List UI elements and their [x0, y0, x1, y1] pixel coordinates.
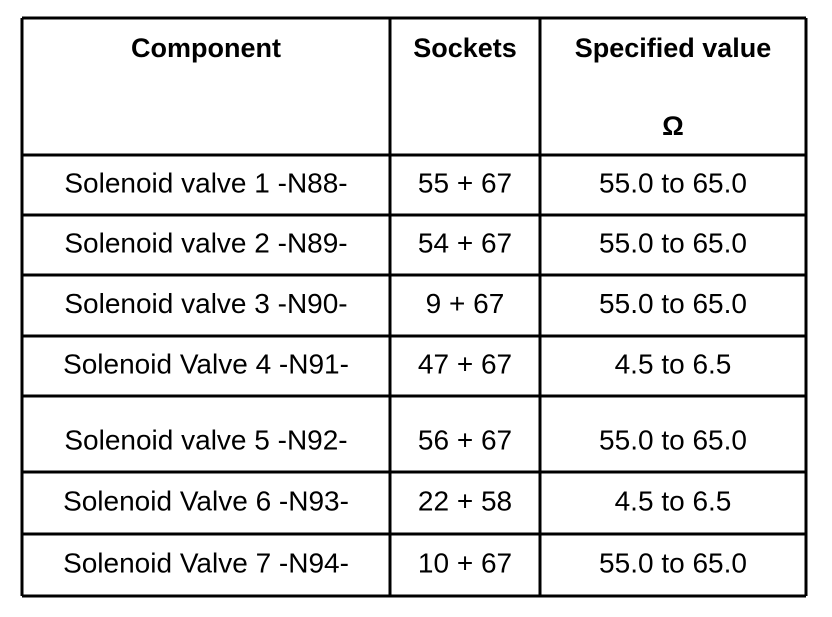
table-cell: Solenoid Valve 4 -N91-: [63, 348, 349, 379]
table-cell: Solenoid valve 1 -N88-: [64, 167, 347, 198]
table-cell: 55.0 to 65.0: [599, 288, 747, 319]
table-cell: 55.0 to 65.0: [599, 227, 747, 258]
table-cell: 55.0 to 65.0: [599, 547, 747, 578]
table-cell: 55 + 67: [418, 167, 512, 198]
table-cell: Solenoid valve 2 -N89-: [64, 227, 347, 258]
table-cell: 56 + 67: [418, 424, 512, 455]
header-cell: Sockets: [413, 33, 517, 63]
unit-label: Ω: [662, 111, 684, 141]
table-cell: Solenoid valve 5 -N92-: [64, 424, 347, 455]
table-cell: 4.5 to 6.5: [615, 348, 732, 379]
header-cell: Component: [131, 33, 281, 63]
table-cell: 4.5 to 6.5: [615, 485, 732, 516]
table-cell: 10 + 67: [418, 547, 512, 578]
table-cell: 9 + 67: [426, 288, 505, 319]
table-cell: 55.0 to 65.0: [599, 424, 747, 455]
table-cell: Solenoid Valve 6 -N93-: [63, 485, 349, 516]
table-cell: 22 + 58: [418, 485, 512, 516]
table-cell: Solenoid valve 3 -N90-: [64, 288, 347, 319]
table-cell: 47 + 67: [418, 348, 512, 379]
table-cell: Solenoid Valve 7 -N94-: [63, 547, 349, 578]
table-cell: 55.0 to 65.0: [599, 167, 747, 198]
header-cell: Specified value: [575, 33, 772, 63]
table-cell: 54 + 67: [418, 227, 512, 258]
